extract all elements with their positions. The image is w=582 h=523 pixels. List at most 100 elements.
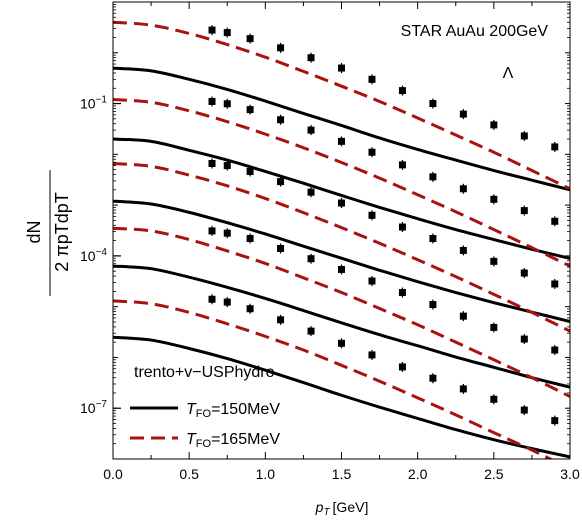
data-point — [490, 256, 498, 267]
data-point — [246, 303, 254, 314]
legend-label-165-sub: FO — [196, 438, 212, 450]
data-point — [208, 25, 216, 36]
data-point — [277, 176, 285, 187]
x-axis-label-sub: T — [323, 507, 330, 518]
data-point — [368, 210, 376, 221]
legend-label-150: TFO=150MeV — [186, 401, 280, 420]
data-point — [398, 361, 406, 372]
data-point — [429, 171, 437, 182]
data-point — [277, 243, 285, 254]
legend-label-150-var: T — [186, 401, 197, 418]
data-point — [338, 338, 345, 349]
data-point — [459, 383, 467, 394]
star-data-points — [208, 25, 559, 426]
data-point — [368, 74, 376, 85]
x-axis-label-var: p — [315, 499, 324, 515]
data-point — [551, 415, 559, 426]
y-axis-ticks: 10−1 10−4 10−7 — [80, 1, 570, 460]
data-point — [398, 85, 406, 96]
curve-150mev-3 — [113, 264, 570, 389]
data-point — [459, 311, 467, 322]
curve-165mev-9 — [113, 299, 554, 459]
data-point — [490, 194, 498, 205]
data-point — [307, 52, 315, 63]
data-point — [368, 147, 376, 158]
data-point — [208, 96, 216, 107]
chart-annotation-particle: Λ — [503, 65, 514, 82]
data-point — [551, 278, 559, 289]
data-point — [398, 159, 406, 170]
x-tick-label: 1.5 — [332, 466, 352, 482]
curve-165mev-5 — [113, 20, 570, 191]
legend-label-165-rest: =165MeV — [211, 431, 280, 448]
data-point — [398, 222, 406, 233]
data-point — [429, 98, 437, 109]
data-point — [490, 394, 498, 405]
data-point — [551, 216, 559, 227]
y-axis-label-denominator: 2 πpTdpT — [52, 192, 72, 271]
legend-entry-150: TFO=150MeV — [130, 401, 280, 420]
data-point — [368, 276, 376, 287]
x-tick-label: 2.5 — [484, 466, 504, 482]
data-point — [429, 299, 437, 310]
data-point — [208, 294, 216, 305]
curve-150mev-1 — [113, 137, 570, 260]
data-point — [307, 125, 315, 136]
curve-150mev-4 — [113, 335, 570, 459]
x-tick-label: 2.0 — [408, 466, 428, 482]
data-point — [208, 225, 216, 236]
x-axis-ticks: 0.0 0.5 1.0 1.5 2.0 2.5 3.0 — [103, 2, 580, 482]
data-point — [398, 287, 406, 298]
y-axis-label: dN 2 πpTdpT — [24, 170, 72, 296]
x-axis-label: pT [GeV] — [315, 499, 369, 518]
x-axis-label-unit: [GeV] — [333, 499, 369, 515]
legend: trento+v−USPhydro TFO=150MeV TFO=165MeV — [130, 364, 280, 450]
data-point — [246, 233, 254, 244]
data-point — [208, 158, 216, 169]
data-point — [520, 130, 528, 141]
curve-150mev-2 — [113, 199, 570, 323]
data-point — [459, 109, 467, 120]
chart-annotation-experiment: STAR AuAu 200GeV — [401, 23, 549, 40]
data-point — [223, 98, 231, 109]
data-point — [490, 322, 498, 333]
legend-label-150-rest: =150MeV — [211, 401, 280, 418]
x-tick-label: 1.0 — [256, 466, 276, 482]
curve-165mev-6 — [113, 98, 570, 268]
data-point — [246, 104, 254, 115]
data-point — [490, 119, 498, 130]
data-point — [307, 326, 315, 337]
data-point — [223, 297, 231, 308]
data-point — [338, 198, 345, 209]
data-point — [338, 264, 345, 275]
data-point — [520, 334, 528, 345]
data-point — [277, 314, 285, 325]
data-point — [520, 205, 528, 216]
data-point — [551, 345, 559, 356]
data-point — [338, 136, 345, 147]
y-tick-label: 10−4 — [80, 247, 107, 264]
data-point — [520, 405, 528, 416]
data-point — [307, 253, 315, 264]
legend-title: trento+v−USPhydro — [134, 364, 275, 381]
data-point — [277, 114, 285, 125]
data-point — [277, 42, 285, 53]
curve-165mev-7 — [113, 162, 570, 333]
legend-entry-165: TFO=165MeV — [130, 431, 280, 450]
x-tick-label: 0.5 — [179, 466, 199, 482]
data-point — [368, 349, 376, 360]
model-curves — [113, 20, 570, 459]
data-point — [429, 233, 437, 244]
curve-165mev-8 — [113, 226, 570, 398]
legend-label-150-sub: FO — [196, 408, 212, 420]
x-tick-label: 3.0 — [560, 466, 580, 482]
data-point — [459, 245, 467, 256]
legend-label-165: TFO=165MeV — [186, 431, 280, 450]
legend-label-165-var: T — [186, 431, 197, 448]
y-tick-label: 10−1 — [80, 95, 107, 112]
y-axis-label-numerator: dN — [24, 220, 44, 243]
data-point — [338, 63, 345, 74]
data-point — [459, 183, 467, 194]
data-point — [307, 187, 315, 198]
